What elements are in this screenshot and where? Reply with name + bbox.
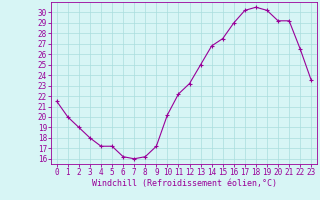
X-axis label: Windchill (Refroidissement éolien,°C): Windchill (Refroidissement éolien,°C) (92, 179, 276, 188)
